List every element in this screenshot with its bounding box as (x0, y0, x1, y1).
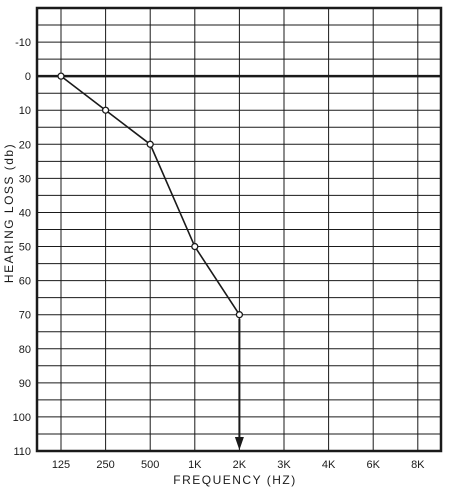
y-tick-label: 110 (13, 446, 31, 458)
data-series (57, 72, 244, 319)
y-tick-label: 0 (25, 71, 31, 83)
y-tick-label: 60 (19, 276, 31, 288)
y-tick-label: -10 (15, 37, 31, 49)
y-tick-label: 80 (19, 344, 31, 356)
x-tick-label: 6K (366, 459, 380, 471)
x-tick-label: 500 (141, 459, 159, 471)
grid (37, 8, 441, 451)
y-tick-label: 70 (19, 310, 31, 322)
x-tick-label: 8K (411, 459, 425, 471)
data-point-500 (146, 140, 154, 148)
data-point-1K (191, 242, 199, 251)
arrow-head (234, 437, 244, 450)
data-point-125 (57, 72, 65, 80)
y-tick-label: 100 (13, 412, 31, 424)
x-axis-label: FREQUENCY (HZ) (173, 473, 296, 487)
y-axis-label: HEARING LOSS (db) (2, 143, 16, 283)
y-tick-label: 20 (19, 139, 31, 151)
plot-frame (35, 6, 443, 453)
annotations (234, 318, 244, 450)
y-tick-label: 30 (19, 173, 31, 185)
data-point-250 (101, 106, 110, 114)
x-tick-label: 250 (96, 459, 114, 471)
x-tick-label: 2K (233, 459, 247, 471)
x-axis-ticks: 125 250 500 1K 2K 3K 4K 6K 8K (52, 459, 425, 471)
y-tick-label: 10 (19, 105, 31, 117)
y-tick-label: 90 (19, 378, 31, 390)
y-axis-ticks: -10 0 10 20 30 40 50 60 70 80 90 100 110 (13, 37, 31, 458)
y-tick-label: 40 (19, 207, 31, 219)
x-tick-label: 1K (188, 459, 202, 471)
data-point-2K (235, 311, 244, 319)
y-tick-label: 50 (19, 242, 31, 254)
x-tick-label: 3K (277, 459, 291, 471)
x-tick-label: 125 (52, 459, 70, 471)
x-tick-label: 4K (322, 459, 336, 471)
